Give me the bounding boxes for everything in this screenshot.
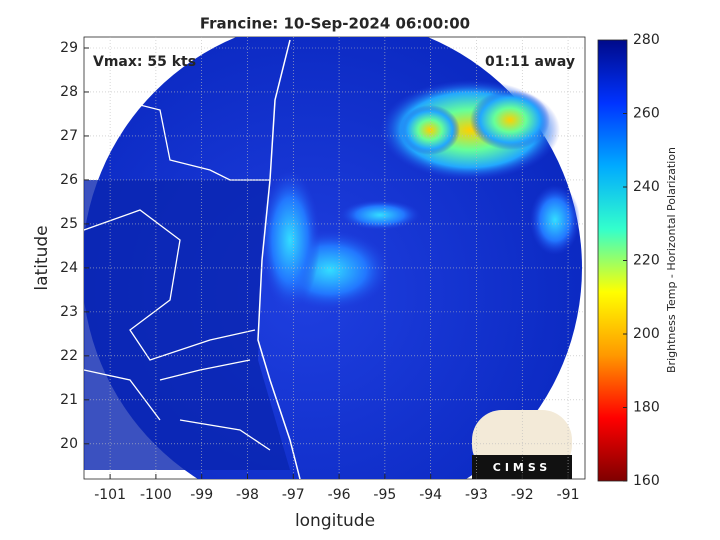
x-tick-label: -95 xyxy=(373,487,396,503)
ticks xyxy=(84,47,569,479)
y-tick-label: 26 xyxy=(60,172,78,188)
y-axis-label: latitude xyxy=(32,225,52,290)
colorbar-tick-label: 180 xyxy=(633,400,660,416)
annotation: 01:11 away xyxy=(485,54,575,70)
imagery xyxy=(84,37,582,479)
y-tick-label: 22 xyxy=(60,348,78,364)
y-tick-label: 28 xyxy=(60,84,78,100)
y-tick-label: 21 xyxy=(60,392,78,408)
x-tick-label: -96 xyxy=(328,487,351,503)
colorbar-tick-label: 240 xyxy=(633,179,660,195)
x-tick-label: -98 xyxy=(236,487,259,503)
x-tick-label: -91 xyxy=(557,487,580,503)
x-tick-label: -94 xyxy=(419,487,442,503)
colorbar-tick-label: 220 xyxy=(633,253,660,269)
colorbar-label: Brightness Temp - Horizontal Polarizatio… xyxy=(665,147,678,373)
y-tick-label: 23 xyxy=(60,304,78,320)
x-axis-label: longitude xyxy=(295,511,375,531)
y-tick-label: 25 xyxy=(60,216,78,232)
x-tick-label: -93 xyxy=(465,487,488,503)
logo: CIMSS xyxy=(493,461,551,474)
annotation: Vmax: 55 kts xyxy=(93,54,196,70)
colorbar-tick-label: 280 xyxy=(633,32,660,48)
colorbar-tick-label: 160 xyxy=(633,473,660,489)
colorbar-tick-label: 200 xyxy=(633,326,660,342)
x-tick-label: -101 xyxy=(94,487,126,503)
colorbar xyxy=(597,39,628,482)
colorbar-tick-label: 260 xyxy=(633,106,660,122)
y-tick-label: 20 xyxy=(60,436,78,452)
y-tick-label: 24 xyxy=(60,260,78,276)
x-tick-label: -92 xyxy=(511,487,534,503)
chart-title: Francine: 10-Sep-2024 06:00:00 xyxy=(200,15,470,33)
x-tick-label: -97 xyxy=(282,487,305,503)
x-tick-label: -99 xyxy=(190,487,213,503)
y-tick-label: 27 xyxy=(60,128,78,144)
grid xyxy=(84,37,585,479)
y-tick-label: 29 xyxy=(60,40,78,56)
x-tick-label: -100 xyxy=(140,487,172,503)
